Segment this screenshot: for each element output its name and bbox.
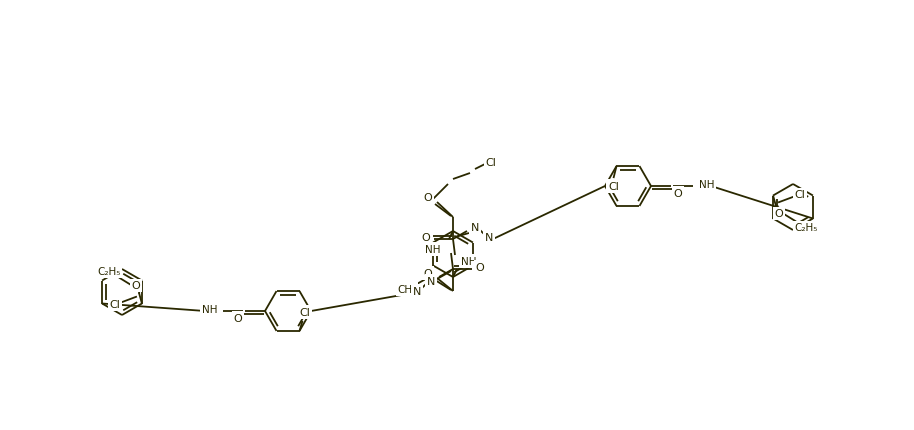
Text: O: O	[674, 189, 683, 199]
Text: Cl: Cl	[299, 307, 310, 317]
Text: O: O	[775, 209, 783, 219]
Text: O: O	[423, 268, 432, 278]
Text: O: O	[132, 281, 140, 291]
Text: N: N	[413, 286, 421, 296]
Text: NH: NH	[699, 180, 715, 190]
Text: NH: NH	[426, 244, 441, 255]
Text: Cl: Cl	[110, 300, 121, 310]
Text: CH₃: CH₃	[398, 284, 417, 294]
Text: Cl: Cl	[608, 181, 619, 192]
Text: C₂H₅: C₂H₅	[794, 223, 818, 233]
Text: Cl: Cl	[485, 158, 496, 168]
Text: NH: NH	[461, 256, 476, 266]
Text: C₂H₅: C₂H₅	[97, 267, 121, 277]
Text: N: N	[427, 276, 435, 286]
Text: O: O	[234, 313, 242, 323]
Text: O: O	[421, 233, 430, 243]
Text: Cl: Cl	[794, 190, 805, 200]
Text: N: N	[484, 233, 494, 243]
Text: O: O	[475, 262, 484, 272]
Text: N: N	[471, 222, 479, 233]
Text: NH: NH	[201, 304, 217, 314]
Text: O: O	[423, 193, 432, 203]
